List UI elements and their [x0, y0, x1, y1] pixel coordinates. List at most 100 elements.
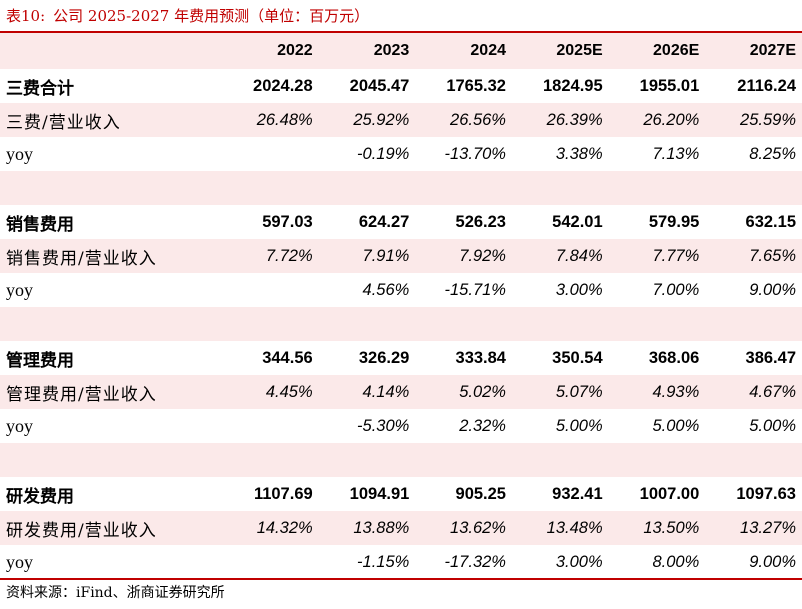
spacer-cell — [0, 171, 802, 205]
table-caption: 公司 2025-2027 年费用预测（单位：百万元） — [53, 7, 370, 25]
value-cell: 350.54 — [511, 341, 609, 375]
value-cell: 13.88% — [318, 511, 416, 545]
value-cell: 7.65% — [705, 239, 802, 273]
row-label: 销售费用/营业收入 — [0, 239, 223, 273]
total-row: 管理费用 344.56 326.29 333.84 350.54 368.06 386.47 — [0, 341, 802, 375]
value-cell: -1.15% — [318, 545, 416, 579]
value-cell: 5.00% — [608, 409, 706, 443]
total-row: 三费合计 2024.28 2045.47 1765.32 1824.95 1955.01 2… — [0, 69, 802, 103]
value-cell: 1824.95 — [511, 69, 609, 103]
row-label: yoy — [0, 545, 223, 579]
value-cell: -0.19% — [318, 137, 416, 171]
row-label: 管理费用 — [0, 341, 223, 375]
ratio-row: 三费/营业收入 26.48% 25.92% 26.56% 26.39% 26.20% 25.… — [0, 103, 802, 137]
expense-forecast-table: 2022 2023 2024 2025E 2026E 2027E 三费合计 202… — [0, 33, 802, 579]
value-cell: 1097.63 — [705, 477, 802, 511]
ratio-row: 管理费用/营业收入 4.45% 4.14% 5.02% 5.07% 4.93% 4.67% — [0, 375, 802, 409]
spacer-cell — [0, 307, 802, 341]
value-cell — [222, 545, 319, 579]
value-cell: 7.92% — [415, 239, 512, 273]
value-cell — [222, 137, 319, 171]
value-cell: 26.20% — [608, 103, 706, 137]
value-cell: 3.00% — [511, 545, 609, 579]
value-cell: 344.56 — [222, 341, 319, 375]
value-cell: -17.32% — [415, 545, 512, 579]
value-cell: 2045.47 — [318, 69, 416, 103]
header-row: 2022 2023 2024 2025E 2026E 2027E — [0, 33, 802, 69]
value-cell: 1007.00 — [608, 477, 706, 511]
row-label: yoy — [0, 137, 223, 171]
top-rule — [0, 31, 802, 33]
value-cell: 5.00% — [705, 409, 802, 443]
value-cell: 7.72% — [222, 239, 319, 273]
value-cell: 5.07% — [511, 375, 609, 409]
value-cell: 7.91% — [318, 239, 416, 273]
row-label: 研发费用/营业收入 — [0, 511, 223, 545]
spacer-row — [0, 307, 802, 341]
spacer-row — [0, 443, 802, 477]
row-label: 销售费用 — [0, 205, 223, 239]
value-cell: 7.77% — [608, 239, 706, 273]
value-cell: 2.32% — [415, 409, 512, 443]
yoy-row: yoy -0.19% -13.70% 3.38% 7.13% 8.25% — [0, 137, 802, 171]
column-header: 2024 — [415, 33, 512, 69]
row-label: 研发费用 — [0, 477, 223, 511]
row-label: 管理费用/营业收入 — [0, 375, 223, 409]
value-cell: 5.02% — [415, 375, 512, 409]
value-cell: 905.25 — [415, 477, 512, 511]
value-cell: 26.39% — [511, 103, 609, 137]
value-cell: 632.15 — [705, 205, 802, 239]
value-cell: 14.32% — [222, 511, 319, 545]
value-cell: 26.48% — [222, 103, 319, 137]
value-cell: -15.71% — [415, 273, 512, 307]
value-cell: 1955.01 — [608, 69, 706, 103]
value-cell: 4.14% — [318, 375, 416, 409]
row-label: yoy — [0, 409, 223, 443]
value-cell: 13.48% — [511, 511, 609, 545]
value-cell: 526.23 — [415, 205, 512, 239]
value-cell: -5.30% — [318, 409, 416, 443]
ratio-row: 销售费用/营业收入 7.72% 7.91% 7.92% 7.84% 7.77% 7.65% — [0, 239, 802, 273]
row-label: yoy — [0, 273, 223, 307]
value-cell: 13.27% — [705, 511, 802, 545]
row-label: 三费合计 — [0, 69, 223, 103]
value-cell: 3.00% — [511, 273, 609, 307]
value-cell: 368.06 — [608, 341, 706, 375]
value-cell: 579.95 — [608, 205, 706, 239]
column-header: 2026E — [608, 33, 706, 69]
source-note: 资料来源：iFind、浙商证券研究所 — [6, 585, 225, 601]
value-cell: 8.00% — [608, 545, 706, 579]
value-cell: 4.56% — [318, 273, 416, 307]
yoy-row: yoy -1.15% -17.32% 3.00% 8.00% 9.00% — [0, 545, 802, 579]
bottom-rule — [0, 578, 802, 580]
column-header: 2023 — [318, 33, 416, 69]
value-cell: 597.03 — [222, 205, 319, 239]
value-cell: 4.67% — [705, 375, 802, 409]
column-header: 2022 — [222, 33, 319, 69]
value-cell: 7.13% — [608, 137, 706, 171]
header-blank-cell — [0, 33, 223, 69]
value-cell: 333.84 — [415, 341, 512, 375]
value-cell: 9.00% — [705, 273, 802, 307]
value-cell: 542.01 — [511, 205, 609, 239]
value-cell — [222, 273, 319, 307]
value-cell: 25.59% — [705, 103, 802, 137]
value-cell: 326.29 — [318, 341, 416, 375]
value-cell: 4.93% — [608, 375, 706, 409]
spacer-row — [0, 171, 802, 205]
ratio-row: 研发费用/营业收入 14.32% 13.88% 13.62% 13.48% 13.50% 1… — [0, 511, 802, 545]
value-cell: 4.45% — [222, 375, 319, 409]
value-cell: 5.00% — [511, 409, 609, 443]
total-row: 研发费用 1107.69 1094.91 905.25 932.41 1007.00 109… — [0, 477, 802, 511]
value-cell — [222, 409, 319, 443]
value-cell: -13.70% — [415, 137, 512, 171]
value-cell: 1765.32 — [415, 69, 512, 103]
value-cell: 624.27 — [318, 205, 416, 239]
value-cell: 932.41 — [511, 477, 609, 511]
value-cell: 2024.28 — [222, 69, 319, 103]
column-header: 2025E — [511, 33, 609, 69]
spacer-cell — [0, 443, 802, 477]
value-cell: 13.50% — [608, 511, 706, 545]
value-cell: 1094.91 — [318, 477, 416, 511]
total-row: 销售费用 597.03 624.27 526.23 542.01 579.95 632.15 — [0, 205, 802, 239]
